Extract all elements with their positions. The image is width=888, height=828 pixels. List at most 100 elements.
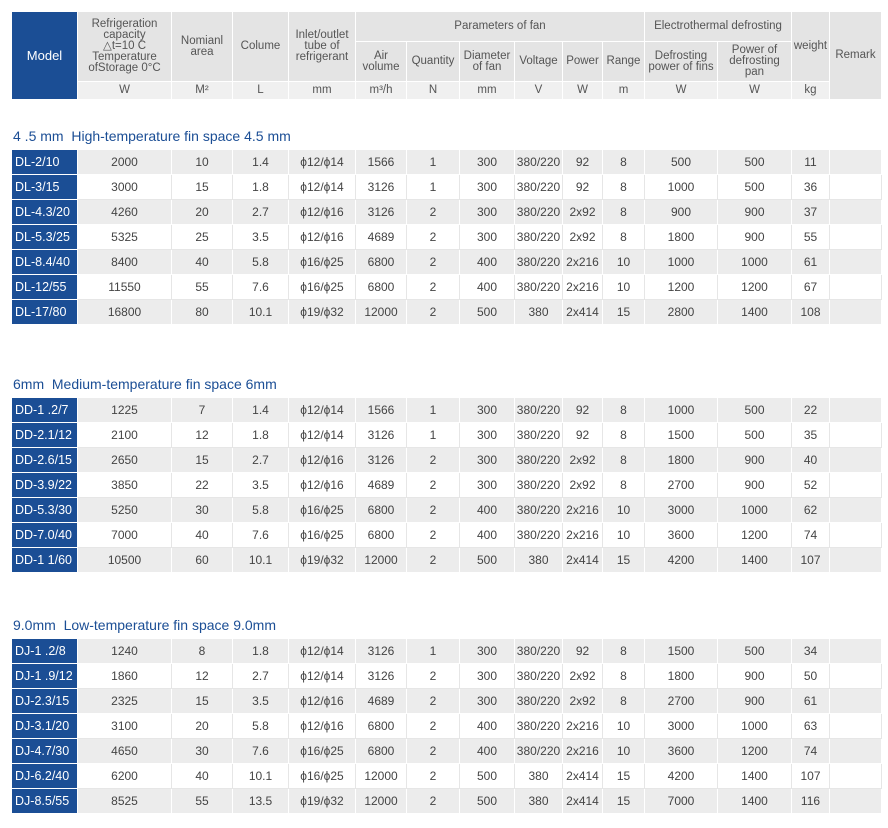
- data-cell: 12: [172, 664, 233, 689]
- cell-text: Inlet/outlet: [295, 29, 349, 41]
- data-cell: 10.1: [233, 764, 289, 789]
- cell-text: refrigerant: [295, 51, 349, 63]
- cell-text: 2x414: [566, 304, 599, 319]
- data-cell: 50: [792, 664, 830, 689]
- cell-text: 62: [803, 502, 818, 517]
- data-cell: 4650: [78, 739, 172, 764]
- data-cell: 1.8: [233, 639, 289, 664]
- cell-text: 300: [476, 402, 498, 417]
- cell-text: 1: [429, 643, 437, 658]
- data-cell: 8: [603, 175, 645, 200]
- cell-text: 2.7: [252, 204, 269, 219]
- cell-text: 1800: [667, 668, 695, 683]
- data-cell: 3000: [645, 714, 718, 739]
- data-cell: 5325: [78, 225, 172, 250]
- unit-cell: W: [78, 82, 172, 100]
- cell-text: 8: [620, 427, 627, 442]
- data-cell: 300: [460, 664, 515, 689]
- cell-text: 3126: [367, 427, 395, 442]
- data-cell: ϕ19/ϕ32: [289, 789, 356, 814]
- data-cell: 380/220: [515, 175, 563, 200]
- data-cell: 3.5: [233, 689, 289, 714]
- data-cell: 8: [603, 150, 645, 175]
- cell-text: ϕ12/ϕ16: [300, 718, 344, 733]
- cell-text: 10: [616, 527, 631, 542]
- column-header: Power of defrosting pan: [718, 42, 792, 82]
- data-cell: 37: [792, 200, 830, 225]
- cell-text: 2x92: [569, 668, 596, 683]
- cell-text: DL-8.4/40: [15, 254, 70, 269]
- data-cell: 92: [563, 175, 603, 200]
- data-cell: 55: [172, 789, 233, 814]
- unit-cell: L: [233, 82, 289, 100]
- data-cell: 1: [407, 398, 460, 423]
- data-cell: 900: [718, 225, 792, 250]
- data-cell: 3100: [78, 714, 172, 739]
- data-cell: 2x216: [563, 523, 603, 548]
- data-cell: 5250: [78, 498, 172, 523]
- cell-text: 6200: [111, 768, 138, 783]
- data-cell: [830, 225, 882, 250]
- data-cell: 52: [792, 473, 830, 498]
- unit-cell: V: [515, 82, 563, 100]
- data-cell: ϕ12/ϕ14: [289, 639, 356, 664]
- data-cell: 400: [460, 714, 515, 739]
- data-cell: 2: [407, 523, 460, 548]
- cell-text: 15: [616, 552, 631, 567]
- cell-text: 12000: [364, 768, 398, 783]
- cell-text: 2100: [111, 427, 138, 442]
- data-cell: 20: [172, 200, 233, 225]
- header-lines: Range: [607, 55, 641, 67]
- data-cell: 2: [407, 225, 460, 250]
- data-cell: 8: [603, 200, 645, 225]
- header-lines: Defrosting power of fins: [648, 50, 713, 73]
- cell-text: 380/220: [516, 204, 561, 219]
- cell-text: 8: [620, 179, 627, 194]
- cell-text: 2: [429, 743, 437, 758]
- data-cell: 107: [792, 548, 830, 573]
- cell-text: m: [618, 84, 629, 96]
- cell-text: 12000: [364, 793, 398, 808]
- cell-text: 2x414: [566, 552, 599, 567]
- cell-text: 4260: [111, 204, 138, 219]
- cell-text: 3100: [111, 718, 138, 733]
- data-cell: 1566: [356, 150, 407, 175]
- model-cell: DL-4.3/20: [12, 200, 78, 225]
- cell-text: Colume: [240, 40, 281, 52]
- column-header: Diameter of fan: [460, 42, 515, 82]
- data-cell: 15: [603, 764, 645, 789]
- data-cell: 900: [645, 200, 718, 225]
- column-header: Voltage: [515, 42, 563, 82]
- data-cell: 2: [407, 498, 460, 523]
- cell-text: 5325: [111, 229, 138, 244]
- cell-text: 500: [744, 179, 765, 194]
- model-cell: DD-7.0/40: [12, 523, 78, 548]
- data-cell: 380/220: [515, 473, 563, 498]
- data-cell: 2x414: [563, 789, 603, 814]
- data-cell: 4689: [356, 225, 407, 250]
- cell-text: 1200: [667, 279, 695, 294]
- unit-cell: m³/h: [356, 82, 407, 100]
- cell-text: 400: [476, 279, 498, 294]
- data-cell: 2: [407, 739, 460, 764]
- cell-text: Parameters of fan: [454, 20, 546, 32]
- cell-text: 1566: [367, 154, 395, 169]
- cell-text: 37: [803, 204, 818, 219]
- cell-text: ϕ12/ϕ14: [300, 643, 344, 658]
- data-cell: 3850: [78, 473, 172, 498]
- cell-text: 380/220: [516, 643, 561, 658]
- cell-text: 108: [800, 304, 821, 319]
- cell-text: 2x216: [566, 527, 599, 542]
- data-cell: 63: [792, 714, 830, 739]
- cell-text: 80: [195, 304, 209, 319]
- data-cell: ϕ16/ϕ25: [289, 498, 356, 523]
- data-cell: 116: [792, 789, 830, 814]
- data-cell: 7.6: [233, 275, 289, 300]
- data-cell: 2.7: [233, 664, 289, 689]
- cell-text: 380/220: [516, 402, 561, 417]
- cell-text: area: [190, 45, 214, 58]
- cell-text: m³/h: [369, 84, 393, 96]
- cell-text: ϕ19/ϕ32: [300, 552, 344, 567]
- cell-text: volume: [362, 60, 400, 73]
- cell-text: 2x92: [569, 204, 596, 219]
